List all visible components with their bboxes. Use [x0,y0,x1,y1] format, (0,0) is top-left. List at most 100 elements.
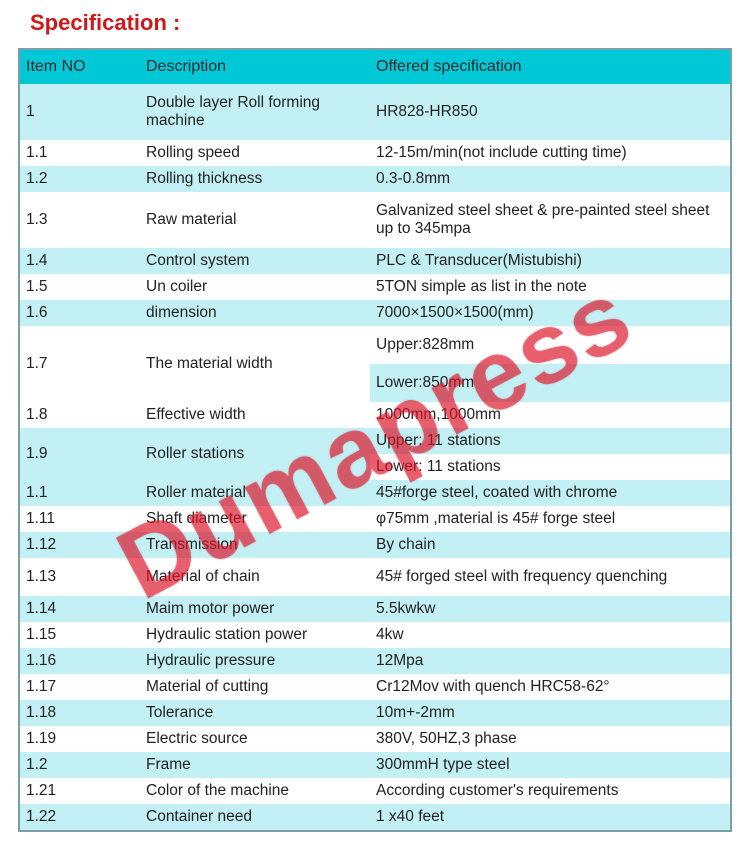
cell-spec: 1000mm,1000mm [370,402,730,428]
cell-spec: 5.5kwkw [370,596,730,622]
cell-description: Tolerance [140,700,370,726]
table-row: 1.3Raw materialGalvanized steel sheet & … [20,192,730,248]
cell-spec: Lower: 11 stations [370,454,730,480]
cell-item-no: 1.1 [20,140,140,166]
cell-item-no: 1.15 [20,622,140,648]
table-row: 1.11Shaft diameterφ75mm ,material is 45#… [20,506,730,532]
table-row: 1.7The material widthUpper:828mm [20,326,730,364]
table-row: 1.2Rolling thickness0.3-0.8mm [20,166,730,192]
table-row: 1.2Frame300mmH type steel [20,752,730,778]
cell-item-no: 1.13 [20,558,140,596]
cell-spec: 45#forge steel, coated with chrome [370,480,730,506]
cell-description: Electric source [140,726,370,752]
cell-spec: Galvanized steel sheet & pre-painted ste… [370,192,730,248]
cell-description: Rolling speed [140,140,370,166]
cell-item-no: 1.11 [20,506,140,532]
cell-description: Control system [140,248,370,274]
cell-item-no: 1.18 [20,700,140,726]
cell-description: Material of cutting [140,674,370,700]
cell-item-no: 1.9 [20,428,140,480]
spec-table: Item NO Description Offered specificatio… [20,50,730,830]
cell-description: Hydraulic station power [140,622,370,648]
table-row: 1.1Rolling speed12-15m/min(not include c… [20,140,730,166]
cell-item-no: 1.6 [20,300,140,326]
cell-spec: Cr12Mov with quench HRC58-62° [370,674,730,700]
spec-table-wrap: Dumapress Item NO Description Offered sp… [18,48,732,832]
table-row: 1.12TransmissionBy chain [20,532,730,558]
cell-item-no: 1.2 [20,752,140,778]
cell-item-no: 1.17 [20,674,140,700]
cell-spec: 12-15m/min(not include cutting time) [370,140,730,166]
table-row: 1.22Container need1 x40 feet [20,804,730,830]
table-row: 1.18Tolerance10m+-2mm [20,700,730,726]
cell-description: Roller material [140,480,370,506]
cell-description: Transmission [140,532,370,558]
cell-spec: 380V, 50HZ,3 phase [370,726,730,752]
col-item-no: Item NO [20,50,140,84]
table-row: 1.15Hydraulic station power4kw [20,622,730,648]
table-row: 1.5Un coiler5TON simple as list in the n… [20,274,730,300]
table-row: 1.6dimension7000×1500×1500(mm) [20,300,730,326]
col-spec: Offered specification [370,50,730,84]
cell-description: Color of the machine [140,778,370,804]
cell-spec: φ75mm ,material is 45# forge steel [370,506,730,532]
cell-spec: HR828-HR850 [370,84,730,140]
cell-description: Effective width [140,402,370,428]
table-row: 1.4Control systemPLC & Transducer(Mistub… [20,248,730,274]
table-row: 1.21Color of the machineAccording custom… [20,778,730,804]
cell-spec: 7000×1500×1500(mm) [370,300,730,326]
table-row: 1.8Effective width1000mm,1000mm [20,402,730,428]
cell-spec: 4kw [370,622,730,648]
cell-spec: By chain [370,532,730,558]
cell-item-no: 1.2 [20,166,140,192]
cell-item-no: 1.1 [20,480,140,506]
cell-description: Hydraulic pressure [140,648,370,674]
cell-description: dimension [140,300,370,326]
cell-spec: 10m+-2mm [370,700,730,726]
table-row: 1.19Electric source380V, 50HZ,3 phase [20,726,730,752]
table-header-row: Item NO Description Offered specificatio… [20,50,730,84]
cell-description: Roller stations [140,428,370,480]
cell-item-no: 1.4 [20,248,140,274]
cell-description: The material width [140,326,370,402]
col-description: Description [140,50,370,84]
cell-description: Shaft diameter [140,506,370,532]
cell-item-no: 1.3 [20,192,140,248]
table-row: 1.1Roller material45#forge steel, coated… [20,480,730,506]
table-row: 1.9Roller stationsUpper: 11 stations [20,428,730,454]
table-row: 1.14Maim motor power5.5kwkw [20,596,730,622]
cell-item-no: 1.7 [20,326,140,402]
cell-spec: PLC & Transducer(Mistubishi) [370,248,730,274]
table-row: 1.17Material of cuttingCr12Mov with quen… [20,674,730,700]
cell-item-no: 1.16 [20,648,140,674]
cell-description: Un coiler [140,274,370,300]
cell-spec: According customer's requirements [370,778,730,804]
cell-spec: 1 x40 feet [370,804,730,830]
cell-spec: 12Mpa [370,648,730,674]
cell-description: Container need [140,804,370,830]
cell-spec: Lower:850mm [370,364,730,402]
cell-item-no: 1 [20,84,140,140]
cell-spec: Upper: 11 stations [370,428,730,454]
cell-item-no: 1.8 [20,402,140,428]
cell-spec: 0.3-0.8mm [370,166,730,192]
cell-spec: 45# forged steel with frequency quenchin… [370,558,730,596]
cell-item-no: 1.19 [20,726,140,752]
cell-spec: 300mmH type steel [370,752,730,778]
cell-item-no: 1.12 [20,532,140,558]
cell-item-no: 1.21 [20,778,140,804]
table-row: 1Double layer Roll forming machineHR828-… [20,84,730,140]
cell-description: Material of chain [140,558,370,596]
cell-description: Rolling thickness [140,166,370,192]
table-row: 1.13Material of chain45# forged steel wi… [20,558,730,596]
cell-item-no: 1.5 [20,274,140,300]
cell-description: Frame [140,752,370,778]
cell-spec: Upper:828mm [370,326,730,364]
cell-item-no: 1.14 [20,596,140,622]
cell-item-no: 1.22 [20,804,140,830]
cell-description: Maim motor power [140,596,370,622]
cell-spec: 5TON simple as list in the note [370,274,730,300]
cell-description: Double layer Roll forming machine [140,84,370,140]
table-row: 1.16Hydraulic pressure12Mpa [20,648,730,674]
cell-description: Raw material [140,192,370,248]
